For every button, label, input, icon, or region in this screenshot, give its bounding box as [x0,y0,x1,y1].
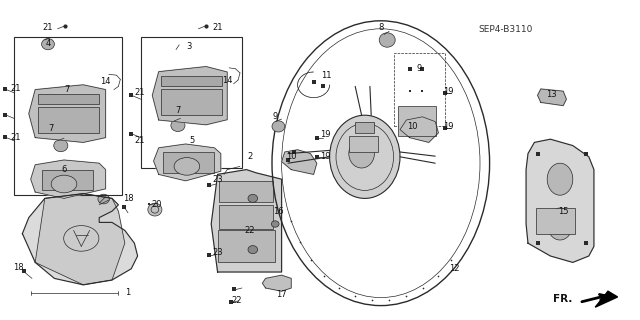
Text: 16: 16 [273,207,284,216]
Text: 22: 22 [244,226,255,235]
Polygon shape [282,150,317,174]
Bar [42,170,93,190]
Text: 21: 21 [11,84,21,92]
Bar [398,106,436,136]
Text: 9: 9 [273,112,278,121]
Bar [163,152,214,173]
Polygon shape [29,85,106,142]
Text: 19: 19 [443,122,453,131]
Text: 7: 7 [65,85,70,94]
Text: 15: 15 [558,207,568,216]
Text: FR.: FR. [554,294,573,304]
Text: 19: 19 [320,152,330,161]
Ellipse shape [248,195,258,203]
Ellipse shape [51,175,77,193]
Ellipse shape [42,39,54,50]
Text: 17: 17 [276,290,287,299]
Polygon shape [262,275,291,291]
Ellipse shape [248,246,258,254]
Ellipse shape [547,163,573,195]
Ellipse shape [330,115,400,198]
Ellipse shape [98,194,109,204]
Bar [161,76,222,86]
Bar [394,53,445,126]
Text: 21: 21 [134,88,145,97]
Bar [218,230,275,262]
Ellipse shape [174,158,200,175]
Text: 23: 23 [212,175,223,184]
Text: 21: 21 [212,23,223,32]
Bar [38,107,99,133]
Text: 19: 19 [443,87,453,96]
Bar [355,122,374,133]
Bar [536,208,575,234]
Text: 14: 14 [100,77,111,86]
Bar [349,136,378,152]
Text: 23: 23 [212,248,223,257]
Text: 4: 4 [45,39,51,48]
Text: 18: 18 [13,263,23,272]
Polygon shape [152,67,227,125]
Text: 12: 12 [449,264,460,273]
Text: 22: 22 [232,296,242,305]
Bar [38,94,99,104]
Text: 10: 10 [286,152,296,161]
Bar [161,89,222,115]
Text: 14: 14 [222,76,232,84]
Polygon shape [35,194,125,285]
Text: 9: 9 [417,64,422,73]
Text: SEP4-B3110: SEP4-B3110 [479,25,532,34]
Text: 7: 7 [175,106,180,115]
Polygon shape [211,170,282,272]
Polygon shape [31,160,106,198]
Text: 21: 21 [43,23,53,32]
Text: 7: 7 [49,124,54,132]
Ellipse shape [349,139,374,168]
Ellipse shape [271,221,279,227]
Text: 3: 3 [186,42,191,51]
Text: 11: 11 [321,71,332,80]
Text: 6: 6 [61,165,67,174]
Text: 20: 20 [152,200,162,209]
Text: 13: 13 [547,90,557,99]
Ellipse shape [379,33,396,47]
Polygon shape [400,117,438,142]
Ellipse shape [148,203,162,216]
Text: 18: 18 [123,194,133,203]
Ellipse shape [272,121,285,132]
Text: 19: 19 [320,130,330,139]
Ellipse shape [171,119,185,132]
Ellipse shape [547,208,573,240]
Bar [141,37,242,168]
Polygon shape [595,291,618,307]
Bar [219,205,273,229]
Polygon shape [538,89,566,106]
Text: 1: 1 [125,288,131,297]
Ellipse shape [54,140,68,152]
Text: 8: 8 [379,23,384,32]
Polygon shape [526,139,594,262]
Text: 2: 2 [247,152,252,161]
Polygon shape [154,144,221,181]
Text: 21: 21 [134,136,145,145]
Polygon shape [22,194,138,285]
Text: 21: 21 [11,133,21,142]
Bar [219,181,273,202]
Bar [14,37,122,195]
Text: 10: 10 [408,122,418,131]
Text: 5: 5 [189,136,195,145]
